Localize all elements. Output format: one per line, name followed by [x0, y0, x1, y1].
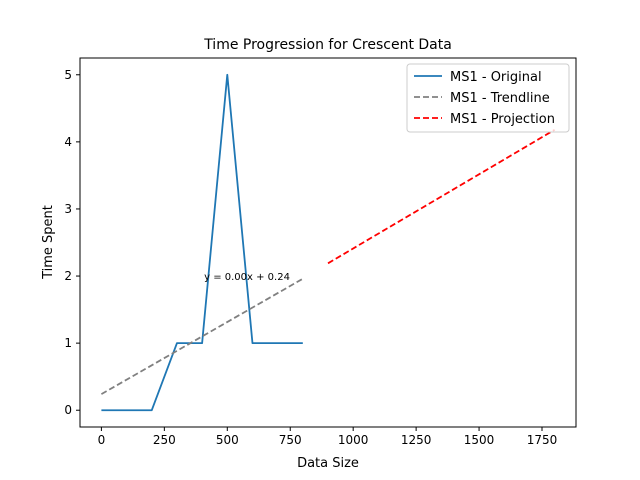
y-axis-ticks: 0 1 2 3 4 5 [64, 68, 80, 417]
y-axis-label: Time Spent [41, 205, 56, 280]
x-tick-label: 1500 [464, 433, 495, 447]
y-tick-label: 0 [64, 403, 72, 417]
y-tick-label: 2 [64, 269, 72, 283]
legend-label-original: MS1 - Original [450, 70, 542, 85]
plot-frame [79, 57, 577, 428]
x-axis-ticks: 0 250 500 750 1000 1250 1500 1750 [98, 427, 558, 447]
y-tick-label: 1 [64, 336, 72, 350]
x-tick-label: 750 [279, 433, 302, 447]
legend: MS1 - Original MS1 - Trendline MS1 - Pro… [406, 63, 570, 133]
x-tick-label: 250 [153, 433, 176, 447]
y-tick-label: 3 [64, 202, 72, 216]
x-tick-label: 0 [98, 433, 106, 447]
legend-label-projection: MS1 - Projection [450, 112, 555, 127]
x-tick-label: 1000 [338, 433, 369, 447]
y-tick-label: 5 [64, 68, 72, 82]
original-series-line [101, 73, 303, 412]
y-tick-label: 4 [64, 135, 72, 149]
trendline-series-line [100, 277, 304, 395]
chart-title: Time Progression for Crescent Data [203, 37, 452, 53]
plot-area [79, 57, 577, 428]
x-tick-label: 1750 [527, 433, 558, 447]
projection-series-line [327, 129, 556, 265]
x-tick-label: 1250 [401, 433, 432, 447]
series-layer [100, 73, 556, 412]
legend-label-trendline: MS1 - Trendline [450, 91, 550, 106]
x-tick-label: 500 [216, 433, 239, 447]
x-axis-label: Data Size [297, 456, 359, 471]
legend-frame [406, 63, 570, 133]
annotation-text: y = 0.00x + 0.24 [204, 272, 290, 283]
